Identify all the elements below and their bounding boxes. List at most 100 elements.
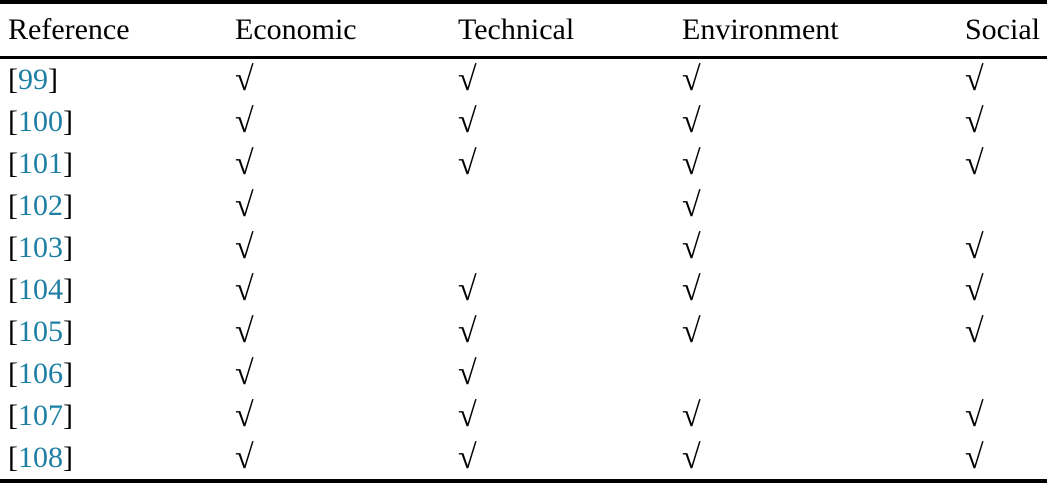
citation-open-bracket: [: [8, 273, 18, 306]
citation-link[interactable]: 106: [18, 357, 63, 390]
social-cell: √: [957, 437, 1047, 481]
citation-link[interactable]: 105: [18, 315, 63, 348]
checkmark-icon: √: [235, 61, 254, 98]
checkmark-icon: √: [965, 229, 984, 266]
citation-link[interactable]: 102: [18, 189, 63, 222]
checkmark-icon: √: [458, 103, 477, 140]
citation-close-bracket: ]: [63, 105, 73, 138]
citation-link[interactable]: 107: [18, 399, 63, 432]
checkmark-icon: √: [682, 397, 701, 434]
environment-cell: √: [674, 185, 957, 227]
checkmark-icon: √: [458, 439, 477, 476]
citation-link[interactable]: 100: [18, 105, 63, 138]
reference-cell: [99]: [0, 58, 227, 102]
checkmark-icon: √: [965, 397, 984, 434]
technical-cell: √: [450, 353, 674, 395]
criteria-table: Reference Economic Technical Environment…: [0, 0, 1047, 483]
column-header-technical: Technical: [450, 2, 674, 59]
checkmark-icon: √: [682, 61, 701, 98]
citation-open-bracket: [: [8, 441, 18, 474]
economic-cell: √: [227, 353, 450, 395]
column-header-social: Social: [957, 2, 1047, 59]
checkmark-icon: √: [965, 313, 984, 350]
checkmark-icon: √: [965, 103, 984, 140]
citation-link[interactable]: 101: [18, 147, 63, 180]
citation-close-bracket: ]: [63, 147, 73, 180]
checkmark-icon: √: [458, 397, 477, 434]
economic-cell: √: [227, 227, 450, 269]
technical-cell: √: [450, 143, 674, 185]
reference-cell: [108]: [0, 437, 227, 481]
citation-open-bracket: [: [8, 189, 18, 222]
environment-cell: √: [674, 58, 957, 102]
checkmark-icon: √: [458, 271, 477, 308]
reference-cell: [102]: [0, 185, 227, 227]
checkmark-icon: √: [965, 145, 984, 182]
checkmark-icon: √: [235, 439, 254, 476]
citation-open-bracket: [: [8, 357, 18, 390]
table-row: [100] √ √ √ √: [0, 101, 1047, 143]
citation-open-bracket: [: [8, 315, 18, 348]
citation-close-bracket: ]: [48, 63, 58, 96]
technical-cell: √: [450, 437, 674, 481]
technical-cell: [450, 227, 674, 269]
table-row: [106] √ √: [0, 353, 1047, 395]
citation-link[interactable]: 108: [18, 441, 63, 474]
checkmark-icon: √: [235, 103, 254, 140]
economic-cell: √: [227, 269, 450, 311]
economic-cell: √: [227, 311, 450, 353]
citation-open-bracket: [: [8, 399, 18, 432]
reference-cell: [101]: [0, 143, 227, 185]
table-row: [104] √ √ √ √: [0, 269, 1047, 311]
environment-cell: √: [674, 101, 957, 143]
citation-open-bracket: [: [8, 147, 18, 180]
reference-cell: [103]: [0, 227, 227, 269]
social-cell: √: [957, 395, 1047, 437]
checkmark-icon: √: [458, 61, 477, 98]
citation-close-bracket: ]: [63, 357, 73, 390]
checkmark-icon: √: [682, 187, 701, 224]
technical-cell: √: [450, 311, 674, 353]
checkmark-icon: √: [235, 355, 254, 392]
reference-cell: [105]: [0, 311, 227, 353]
checkmark-icon: √: [235, 145, 254, 182]
checkmark-icon: √: [682, 103, 701, 140]
environment-cell: √: [674, 227, 957, 269]
reference-cell: [104]: [0, 269, 227, 311]
technical-cell: √: [450, 58, 674, 102]
table-header-row: Reference Economic Technical Environment…: [0, 2, 1047, 59]
citation-link[interactable]: 104: [18, 273, 63, 306]
social-cell: [957, 353, 1047, 395]
checkmark-icon: √: [458, 313, 477, 350]
social-cell: [957, 185, 1047, 227]
checkmark-icon: √: [682, 313, 701, 350]
environment-cell: √: [674, 437, 957, 481]
checkmark-icon: √: [458, 355, 477, 392]
technical-cell: √: [450, 269, 674, 311]
citation-open-bracket: [: [8, 63, 18, 96]
checkmark-icon: √: [235, 313, 254, 350]
table-row: [107] √ √ √ √: [0, 395, 1047, 437]
checkmark-icon: √: [235, 229, 254, 266]
citation-link[interactable]: 103: [18, 231, 63, 264]
citation-close-bracket: ]: [63, 399, 73, 432]
table-row: [102] √ √: [0, 185, 1047, 227]
social-cell: √: [957, 227, 1047, 269]
reference-cell: [107]: [0, 395, 227, 437]
economic-cell: √: [227, 101, 450, 143]
citation-link[interactable]: 99: [18, 63, 48, 96]
checkmark-icon: √: [235, 397, 254, 434]
reference-cell: [100]: [0, 101, 227, 143]
checkmark-icon: √: [965, 439, 984, 476]
economic-cell: √: [227, 58, 450, 102]
checkmark-icon: √: [682, 145, 701, 182]
citation-close-bracket: ]: [63, 231, 73, 264]
social-cell: √: [957, 269, 1047, 311]
economic-cell: √: [227, 185, 450, 227]
citation-open-bracket: [: [8, 231, 18, 264]
social-cell: √: [957, 58, 1047, 102]
citation-close-bracket: ]: [63, 273, 73, 306]
checkmark-icon: √: [682, 229, 701, 266]
table-row: [101] √ √ √ √: [0, 143, 1047, 185]
